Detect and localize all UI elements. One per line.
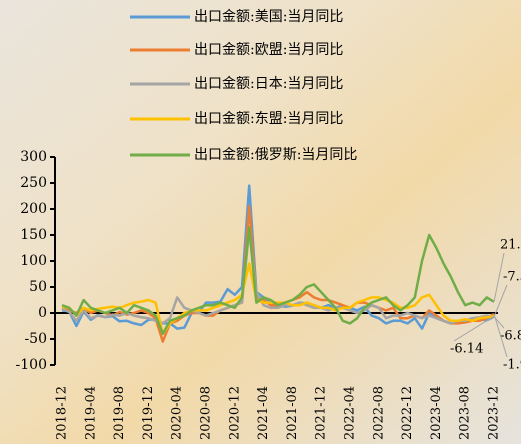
leader-line (493, 252, 505, 302)
x-tick-group: 2022-04 (343, 386, 358, 440)
leader-line (493, 313, 508, 358)
data-label: 21.58 (500, 238, 521, 253)
data-label: -1.93 (503, 358, 521, 373)
x-tick-group: 2018-12 (55, 386, 70, 440)
x-tick-label: 2023-12 (487, 386, 502, 440)
x-tick-group: 2020-12 (227, 386, 242, 440)
x-tick-group: 2021-12 (314, 386, 329, 440)
x-tick-label: 2018-12 (55, 386, 70, 440)
series-line (61, 262, 495, 336)
x-tick-label: 2020-08 (199, 386, 214, 440)
x-tick-group: 2020-04 (170, 386, 185, 440)
y-tick-label: 100 (20, 253, 47, 269)
x-tick-label: 2022-12 (400, 386, 415, 440)
y-tick-label: 300 (20, 149, 47, 165)
legend-label: 出口金额:日本:当月同比 (194, 76, 343, 92)
y-tick-label: 200 (20, 201, 47, 217)
x-tick-group: 2023-04 (429, 386, 444, 440)
x-tick-group: 2019-08 (112, 386, 127, 440)
y-tick-label: 50 (29, 279, 47, 295)
x-tick-group: 2019-12 (141, 386, 156, 440)
series-line (61, 225, 495, 336)
legend-label: 出口金额:欧盟:当月同比 (194, 42, 343, 58)
x-tick-group: 2021-04 (256, 386, 271, 440)
x-tick-label: 2023-08 (458, 386, 473, 440)
y-tick-label: -50 (24, 331, 47, 347)
x-tick-label: 2019-08 (112, 386, 127, 440)
x-tick-group: 2023-12 (487, 386, 502, 440)
x-tick-group: 2020-08 (199, 386, 214, 440)
x-tick-label: 2020-12 (227, 386, 242, 440)
x-tick-label: 2020-04 (170, 386, 185, 440)
data-label: -6.14 (450, 342, 483, 357)
data-label: -6.89 (500, 329, 521, 344)
legend-label: 出口金额:东盟:当月同比 (194, 111, 343, 127)
x-tick-label: 2022-04 (343, 386, 358, 440)
leader-line (493, 284, 508, 317)
y-tick-label: 150 (20, 227, 47, 243)
x-tick-group: 2021-08 (285, 386, 300, 440)
x-tick-group: 2019-04 (83, 386, 98, 440)
x-tick-label: 2019-12 (141, 386, 156, 440)
legend-label: 出口金额:俄罗斯:当月同比 (194, 147, 357, 163)
legend-label: 出口金额:美国:当月同比 (194, 9, 343, 25)
x-tick-label: 2021-04 (256, 386, 271, 440)
x-tick-label: 2022-08 (371, 386, 386, 440)
x-tick-label: 2021-08 (285, 386, 300, 440)
data-label: -7.30 (503, 270, 521, 285)
x-tick-group: 2022-12 (400, 386, 415, 440)
series-line (61, 228, 495, 325)
y-tick-label: 250 (20, 175, 47, 191)
x-tick-label: 2023-04 (429, 386, 444, 440)
x-tick-label: 2019-04 (83, 386, 98, 440)
y-tick-label: -100 (16, 357, 47, 373)
leader-line (453, 315, 495, 342)
x-tick-group: 2023-08 (458, 386, 473, 440)
y-tick-label: 0 (38, 305, 47, 321)
x-tick-label: 2021-12 (314, 386, 329, 440)
x-tick-group: 2022-08 (371, 386, 386, 440)
